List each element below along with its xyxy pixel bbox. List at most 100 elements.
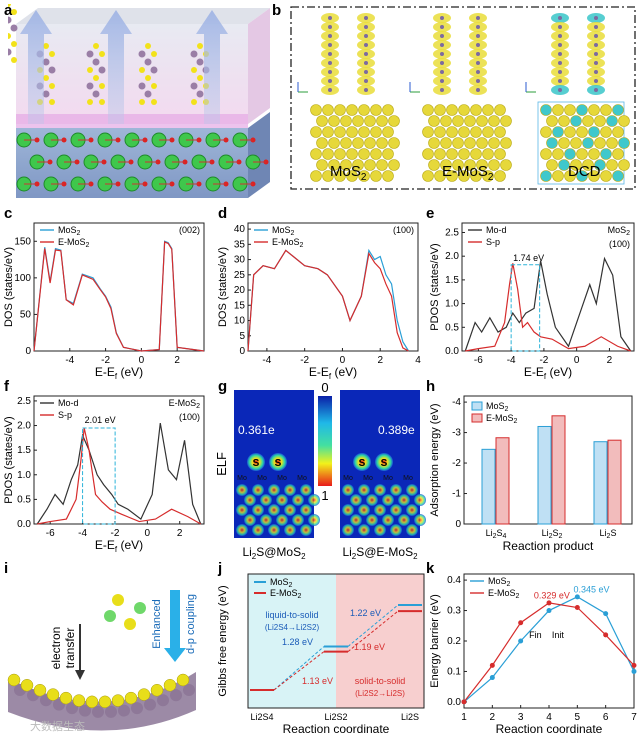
b-slab-atom — [334, 148, 346, 160]
connector-0 — [273, 646, 325, 691]
legend-swatch-0 — [471, 401, 483, 411]
i-s-atom — [72, 694, 86, 707]
caption-emos2: E-MoS2 — [442, 163, 494, 183]
b-slab-atom — [540, 126, 552, 138]
b-slab-atom — [440, 137, 452, 149]
liquid-region — [248, 574, 336, 708]
series-line-1 — [465, 263, 631, 352]
b-chain-center — [558, 52, 562, 56]
x-tick-label: 3 — [518, 712, 524, 723]
i-s-atom — [46, 688, 60, 701]
y-tick-label: 0 — [25, 346, 31, 357]
b-slab-atom — [434, 170, 446, 182]
elf-s-label: S — [253, 458, 260, 469]
b-slab-atom — [588, 170, 600, 182]
elf-s-label: S — [381, 458, 388, 469]
y-tick-label: -3 — [452, 428, 461, 439]
b-slab-atom — [494, 126, 506, 138]
plot-frame — [33, 222, 205, 352]
b-slab-atom — [316, 159, 328, 171]
liquid-label: liquid-to-solid — [265, 610, 318, 620]
bar-0 — [537, 425, 552, 525]
x-tick-label: -4 — [65, 355, 74, 366]
b-slab-atom — [612, 170, 624, 182]
panel-e-tag: MoS2 — [608, 225, 631, 237]
panel-f-tag2: (100) — [179, 412, 200, 422]
b-chain-center — [328, 61, 332, 65]
b-slab-atom — [352, 137, 364, 149]
y-tick-label: 30 — [234, 255, 246, 266]
e-label-4: 1.19 eV — [354, 642, 385, 652]
panel-label-j: j — [218, 560, 223, 577]
b-slab-atom — [322, 170, 334, 182]
y-tick-label: 25 — [234, 270, 246, 281]
b-slab-atom — [322, 126, 334, 138]
b-slab-atom — [552, 170, 564, 182]
elf-lattice-blob — [284, 524, 296, 536]
b-slab-atom — [564, 126, 576, 138]
mos2-chains — [8, 4, 210, 105]
i-s-atom — [20, 679, 34, 692]
y-tick-label: 0.5 — [445, 322, 459, 333]
elf-mo-label: Mo — [403, 475, 413, 482]
b-chain-center — [364, 79, 368, 83]
elf-lattice-blob — [276, 514, 288, 526]
elf-lattice-blob — [390, 504, 402, 516]
point-1 — [574, 605, 580, 610]
gap-box — [82, 427, 116, 525]
label-dp-coupling: d-p coupling — [185, 594, 197, 654]
b-chain-center — [558, 16, 562, 20]
b-chain-center — [594, 70, 598, 74]
b-slab-atom — [576, 148, 588, 160]
panel-label-a: a — [4, 2, 13, 19]
b-slab-atom — [558, 137, 570, 149]
b-slab-atom — [558, 115, 570, 127]
b-chain-center — [594, 52, 598, 56]
b-chain-center — [364, 43, 368, 47]
x-axis-label: E-Ef (eV) — [95, 538, 143, 554]
legend-label-0: Mo-d — [58, 398, 79, 408]
x-tick-label: 0 — [574, 355, 580, 366]
b-chain-center — [328, 16, 332, 20]
y-tick-label: 0 — [455, 519, 461, 530]
plot-frame — [247, 222, 419, 352]
x-tick-label: 5 — [575, 712, 581, 723]
y-tick-label: 5 — [239, 331, 245, 342]
y-axis-label: DOS (states/eV) — [3, 247, 15, 327]
b-chain-center — [328, 79, 332, 83]
series-line-1 — [37, 427, 202, 525]
bar-0 — [593, 441, 608, 525]
elf-lattice-blob — [268, 504, 280, 516]
b-slab-atom — [370, 126, 382, 138]
panel-label-g: g — [218, 378, 228, 395]
y-tick-label: 10 — [234, 316, 246, 327]
point-0 — [631, 668, 637, 674]
b-chain-center — [440, 61, 444, 65]
b-chain-center — [476, 34, 480, 38]
panel-label-k: k — [426, 560, 435, 577]
b-slab-atom — [464, 159, 476, 171]
panel-label-e: e — [426, 205, 435, 222]
elf-lattice-blob — [374, 524, 386, 536]
panel-d-tag: (100) — [393, 225, 414, 235]
b-slab-atom — [458, 170, 470, 182]
elf-lattice-blob — [292, 494, 304, 506]
y-tick-label: 2.5 — [445, 227, 459, 238]
bar-1 — [607, 439, 622, 525]
b-chain-center — [440, 70, 444, 74]
x-tick-label: 4 — [415, 355, 421, 366]
b-slab-atom — [322, 104, 334, 116]
x-tick-label: -4 — [507, 355, 516, 366]
elf-lattice-blob — [358, 484, 370, 496]
elf-lattice-blob — [300, 484, 312, 496]
connector-1 — [273, 651, 325, 691]
b-slab-atom — [588, 148, 600, 160]
y-tick-label: 15 — [234, 300, 246, 311]
b-slab-atom — [464, 137, 476, 149]
b-slab-atom — [316, 115, 328, 127]
b-slab-atom — [576, 126, 588, 138]
b-chain-center — [558, 43, 562, 47]
b-chain-center — [594, 16, 598, 20]
b-slab-atom — [452, 137, 464, 149]
caption-dcd: DCD — [568, 163, 601, 180]
